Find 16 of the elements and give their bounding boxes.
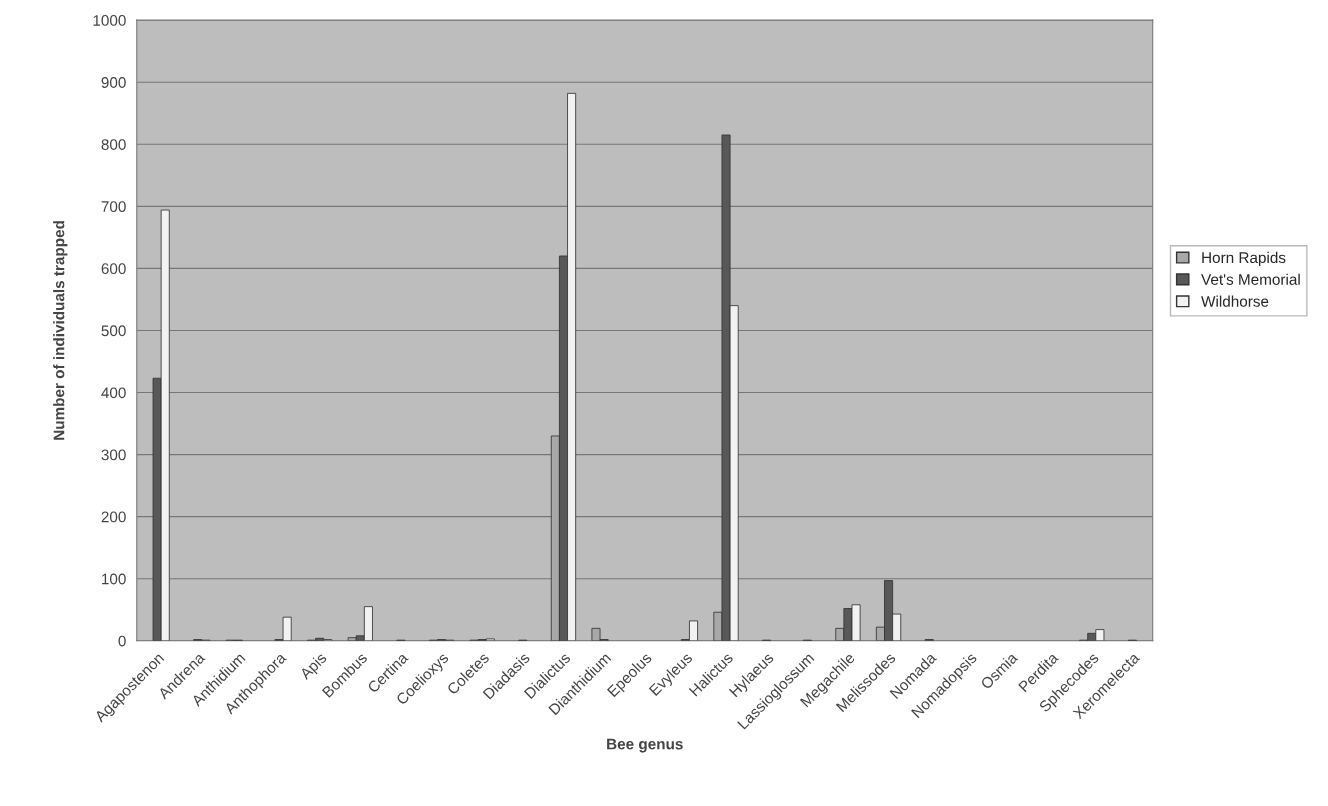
legend-label: Vet's Memorial <box>1201 273 1300 285</box>
y-tick-label: 500 <box>101 325 126 337</box>
y-tick-label: 100 <box>102 573 126 585</box>
legend-label: Horn Rapids <box>1202 251 1286 267</box>
y-tick-label: 400 <box>101 387 126 399</box>
x-axis-title: Bee genus <box>607 738 683 753</box>
y-tick-label: 700 <box>101 201 126 213</box>
y-tick-label: 300 <box>101 449 126 461</box>
y-axis-title: Number of individuals trapped <box>53 221 68 440</box>
legend-label: Wildhorse <box>1201 295 1269 307</box>
y-tick-label: 800 <box>101 139 126 150</box>
y-tick-label: 900 <box>101 77 126 88</box>
y-tick-label: 1000 <box>93 15 126 26</box>
y-tick-label: 0 <box>118 635 126 647</box>
y-tick-label: 600 <box>101 263 126 275</box>
y-tick-label: 200 <box>101 511 126 523</box>
